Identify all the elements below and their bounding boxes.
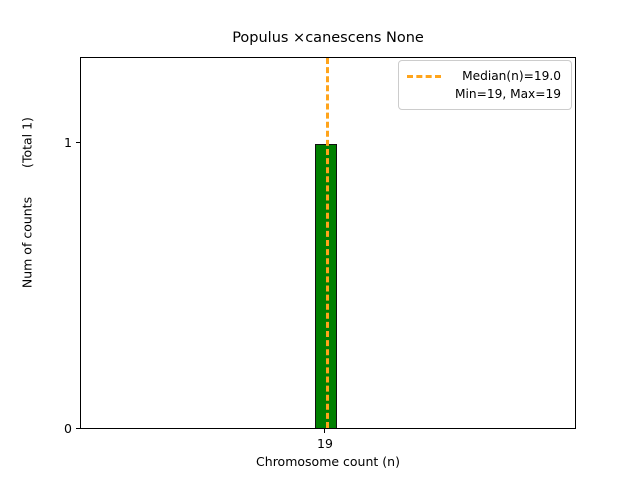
y-tick-mark — [76, 142, 80, 144]
x-tick-label: 19 — [317, 436, 333, 451]
dashed-line-icon — [407, 74, 441, 78]
plot-area — [80, 57, 576, 429]
legend-label-median: Median(n)=19.0 — [462, 69, 561, 83]
y-tick-mark — [76, 428, 80, 430]
page-title: Populus ×canescens None — [232, 30, 424, 46]
legend-item-minmax: Min=19, Max=19 — [407, 85, 563, 103]
y-tick-label: 1 — [64, 135, 72, 150]
median-line — [326, 58, 329, 428]
y-axis-label-total: (Total 1) — [19, 117, 35, 168]
y-tick-label: 0 — [64, 421, 72, 436]
x-axis-label: Chromosome count (n) — [256, 454, 400, 469]
legend-item-median: Median(n)=19.0 — [407, 67, 563, 85]
x-tick-mark — [324, 429, 326, 433]
legend[interactable]: Median(n)=19.0 Min=19, Max=19 — [398, 60, 572, 110]
legend-label-minmax: Min=19, Max=19 — [454, 87, 561, 101]
